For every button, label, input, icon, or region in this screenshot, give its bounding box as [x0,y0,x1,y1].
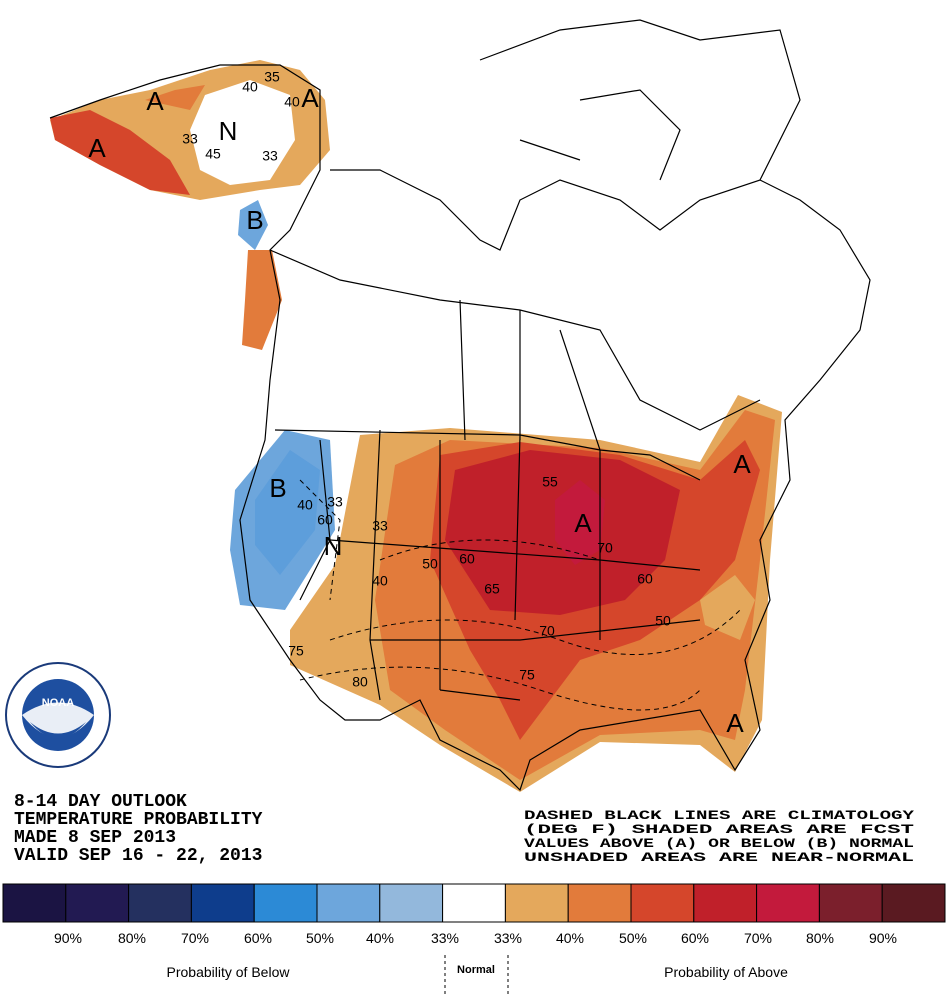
legend-swatch [756,883,820,923]
legend-swatch [65,883,130,923]
contour-label: 60 [317,512,333,528]
shade-above [242,250,282,350]
shade-above [145,85,205,110]
contour-label: 33 [262,148,278,164]
legend-swatch [881,883,946,923]
map-label: A [733,449,751,479]
contour-label: 60 [637,571,653,587]
legend-label: 70% [744,930,772,946]
legend-swatch [442,883,506,923]
contour-label: 35 [264,69,280,85]
contour-label: 40 [297,497,313,513]
legend-label: 60% [681,930,709,946]
note-line: UNSHADED AREAS ARE NEAR-NORMAL [524,850,914,865]
note-line: (DEG F) SHADED AREAS ARE FCST [524,822,914,837]
noaa-logo: NOAA [5,662,111,768]
legend-above: Probability of Above [664,964,788,980]
legend-normal: Normal [457,964,495,976]
contour-label: 55 [542,474,558,490]
legend-swatch [316,883,381,923]
legend [2,883,946,923]
shade-below [255,450,320,575]
climatology-lines [299,479,741,711]
map-label: N [324,531,343,561]
legend-label: 40% [366,930,394,946]
map-label: A [726,708,744,738]
legend-label: 70% [181,930,209,946]
legend-label: 40% [556,930,584,946]
boundaries [49,19,871,792]
legend-label: 90% [54,930,82,946]
contour-label: 50 [655,613,671,629]
shade-below [238,200,268,250]
shade-above [50,110,190,195]
legend-swatch [379,883,444,923]
map-label: A [301,83,319,113]
contour-label: 40 [372,573,388,589]
map-label: B [269,473,286,503]
map-label: A [146,86,164,116]
title-line: TEMPERATURE PROBABILITY [14,810,263,830]
contour-label: 45 [205,146,221,162]
shade-above [555,480,605,565]
contour-label: 65 [484,581,500,597]
contour-label: 60 [459,551,475,567]
title-line: VALID SEP 16 - 22, 2013 [14,846,262,866]
legend-swatch [818,883,883,923]
contour-label: 70 [539,623,555,639]
legend-label: 60% [244,930,272,946]
map-label: A [88,133,106,163]
legend-label: 50% [306,930,334,946]
legend-swatch [128,883,192,923]
contour-label: 70 [597,540,613,556]
contour-label: 75 [519,667,535,683]
legend-swatch [504,883,569,923]
legend-swatch [190,883,255,923]
legend-label: 80% [806,930,834,946]
contour-label: 75 [288,643,304,659]
note-line: DASHED BLACK LINES ARE CLIMATOLOGY [524,808,914,823]
legend-label: 80% [118,930,146,946]
legend-swatch [630,883,695,923]
note-line: VALUES ABOVE (A) OR BELOW (B) NORMAL [524,836,914,851]
map-label: N [219,116,238,146]
legend-label: 33% [494,930,522,946]
map-label: B [246,205,263,235]
legend-swatch [567,883,632,923]
legend-label: 50% [619,930,647,946]
legend-below: Probability of Below [167,964,291,980]
title-line: 8-14 DAY OUTLOOK [14,792,187,812]
legend-swatch [253,883,318,923]
contour-label: 80 [352,674,368,690]
map-label: A [574,508,592,538]
near-normal [190,80,295,185]
contour-label: 33 [327,494,343,510]
legend-swatch [2,883,67,923]
contour-label: 33 [182,131,198,147]
contour-label: 40 [242,79,258,95]
svg-text:NOAA: NOAA [42,697,74,709]
title-line: MADE 8 SEP 2013 [14,828,176,848]
legend-label: 90% [869,930,897,946]
contour-label: 33 [372,518,388,534]
shade-above [700,575,755,640]
legend-label: 33% [431,930,459,946]
contour-label: 50 [422,556,438,572]
legend-swatch [693,883,758,923]
contour-label: 40 [284,94,300,110]
